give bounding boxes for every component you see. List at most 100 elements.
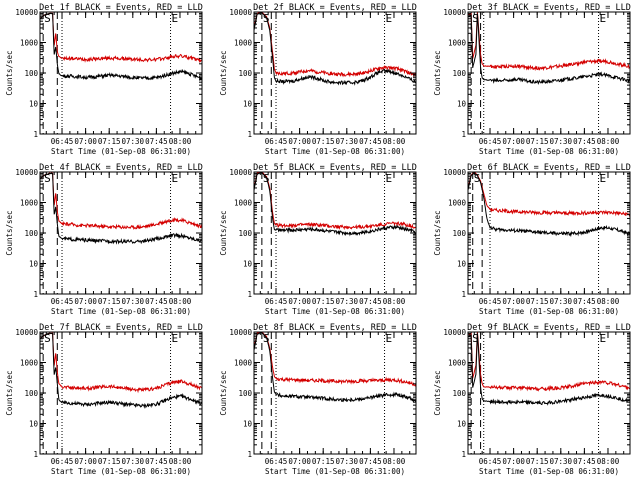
- x-axis-label: Start Time (01-Sep-08 06:31:00): [51, 147, 191, 156]
- y-axis-label: Counts/sec: [5, 50, 14, 95]
- end-marker-label: E: [600, 12, 607, 25]
- y-tick-label: 1: [461, 290, 466, 299]
- x-tick-label: 07:30: [122, 137, 145, 146]
- x-tick-label: 07:15: [526, 457, 549, 466]
- lld-series-line: [254, 332, 416, 387]
- events-series-line: [40, 172, 202, 245]
- start-marker-label: S: [263, 332, 270, 345]
- end-marker-label: E: [172, 332, 179, 345]
- x-tick-label: 08:00: [597, 137, 620, 146]
- y-tick-label: 100: [238, 69, 252, 78]
- lld-series-line: [40, 12, 202, 64]
- x-tick-label: 07:30: [550, 297, 573, 306]
- x-tick-label: 07:15: [98, 457, 121, 466]
- x-tick-label: 07:30: [122, 457, 145, 466]
- x-axis-label: Start Time (01-Sep-08 06:31:00): [265, 307, 405, 316]
- y-tick-label: 1: [247, 130, 252, 139]
- x-tick-label: 08:00: [383, 137, 406, 146]
- plot-data-area: [40, 332, 202, 454]
- end-marker-label: E: [386, 12, 393, 25]
- x-tick-label: 06:45: [265, 137, 288, 146]
- y-tick-label: 10000: [443, 328, 466, 337]
- y-tick-label: 1000: [234, 359, 253, 368]
- x-tick-label: 07:15: [312, 457, 335, 466]
- y-tick-label: 1000: [20, 199, 39, 208]
- lld-series-line: [254, 172, 416, 231]
- y-tick-label: 1: [33, 450, 38, 459]
- x-tick-label: 06:45: [479, 297, 502, 306]
- y-axis-label: Counts/sec: [5, 210, 14, 255]
- x-tick-label: 07:15: [526, 297, 549, 306]
- events-series-line: [40, 12, 202, 82]
- events-series-line: [468, 13, 630, 85]
- x-tick-label: 07:15: [526, 137, 549, 146]
- x-tick-label: 07:15: [98, 137, 121, 146]
- x-tick-label: 06:45: [51, 457, 74, 466]
- start-marker-label: S: [263, 172, 270, 185]
- y-tick-label: 100: [452, 229, 466, 238]
- x-tick-label: 07:45: [573, 137, 596, 146]
- y-tick-label: 1000: [448, 199, 467, 208]
- y-tick-label: 100: [238, 389, 252, 398]
- y-axis-label: Counts/sec: [433, 50, 442, 95]
- x-tick-label: 07:00: [288, 137, 311, 146]
- panel-title: Det 2f BLACK = Events, RED = LLD: [253, 3, 417, 13]
- x-tick-label: 08:00: [169, 137, 192, 146]
- y-tick-label: 100: [238, 229, 252, 238]
- x-tick-label: 07:30: [336, 297, 359, 306]
- plot-frame: [253, 331, 417, 455]
- panel-title: Det 3f BLACK = Events, RED = LLD: [467, 3, 631, 13]
- x-tick-label: 07:00: [74, 137, 97, 146]
- x-tick-label: 07:45: [145, 457, 168, 466]
- x-axis-label: Start Time (01-Sep-08 06:31:00): [265, 467, 405, 476]
- events-series-line: [254, 12, 416, 86]
- y-tick-label: 10: [457, 100, 467, 109]
- plot-data-area: [254, 332, 416, 454]
- end-marker-label: E: [172, 172, 179, 185]
- x-tick-label: 07:00: [288, 457, 311, 466]
- y-tick-label: 10: [243, 100, 253, 109]
- plot-data-area: [254, 172, 416, 294]
- y-tick-label: 10: [29, 420, 39, 429]
- y-tick-label: 1: [247, 290, 252, 299]
- plot-data-area: [468, 172, 630, 294]
- plot-frame: [39, 171, 203, 295]
- plot-data-area: [468, 12, 630, 134]
- x-axis-label: Start Time (01-Sep-08 06:31:00): [479, 147, 619, 156]
- start-marker-label: S: [44, 172, 51, 185]
- y-tick-label: 1: [247, 450, 252, 459]
- x-tick-label: 07:45: [573, 297, 596, 306]
- y-tick-label: 10: [29, 260, 39, 269]
- events-series-line: [468, 333, 630, 406]
- y-tick-label: 10: [29, 100, 39, 109]
- x-tick-label: 07:15: [312, 297, 335, 306]
- x-tick-label: 08:00: [383, 297, 406, 306]
- x-tick-label: 07:00: [502, 297, 525, 306]
- y-tick-label: 1: [33, 290, 38, 299]
- x-tick-label: 07:00: [502, 457, 525, 466]
- y-tick-label: 10: [243, 260, 253, 269]
- y-tick-label: 100: [24, 69, 38, 78]
- y-tick-label: 10000: [15, 328, 38, 337]
- y-tick-label: 1: [461, 130, 466, 139]
- x-tick-label: 07:00: [502, 137, 525, 146]
- x-axis-label: Start Time (01-Sep-08 06:31:00): [479, 467, 619, 476]
- x-tick-label: 07:00: [74, 457, 97, 466]
- panel-title: Det 8f BLACK = Events, RED = LLD: [253, 323, 417, 333]
- plot-frame: [39, 331, 203, 455]
- y-tick-label: 100: [24, 389, 38, 398]
- x-tick-label: 07:45: [145, 137, 168, 146]
- x-tick-label: 08:00: [169, 297, 192, 306]
- plot-data-area: [40, 12, 202, 134]
- x-tick-label: 07:30: [550, 137, 573, 146]
- lld-series-line: [468, 332, 630, 392]
- y-axis-label: Counts/sec: [5, 370, 14, 415]
- start-marker-label: S: [44, 12, 51, 25]
- x-tick-label: 08:00: [169, 457, 192, 466]
